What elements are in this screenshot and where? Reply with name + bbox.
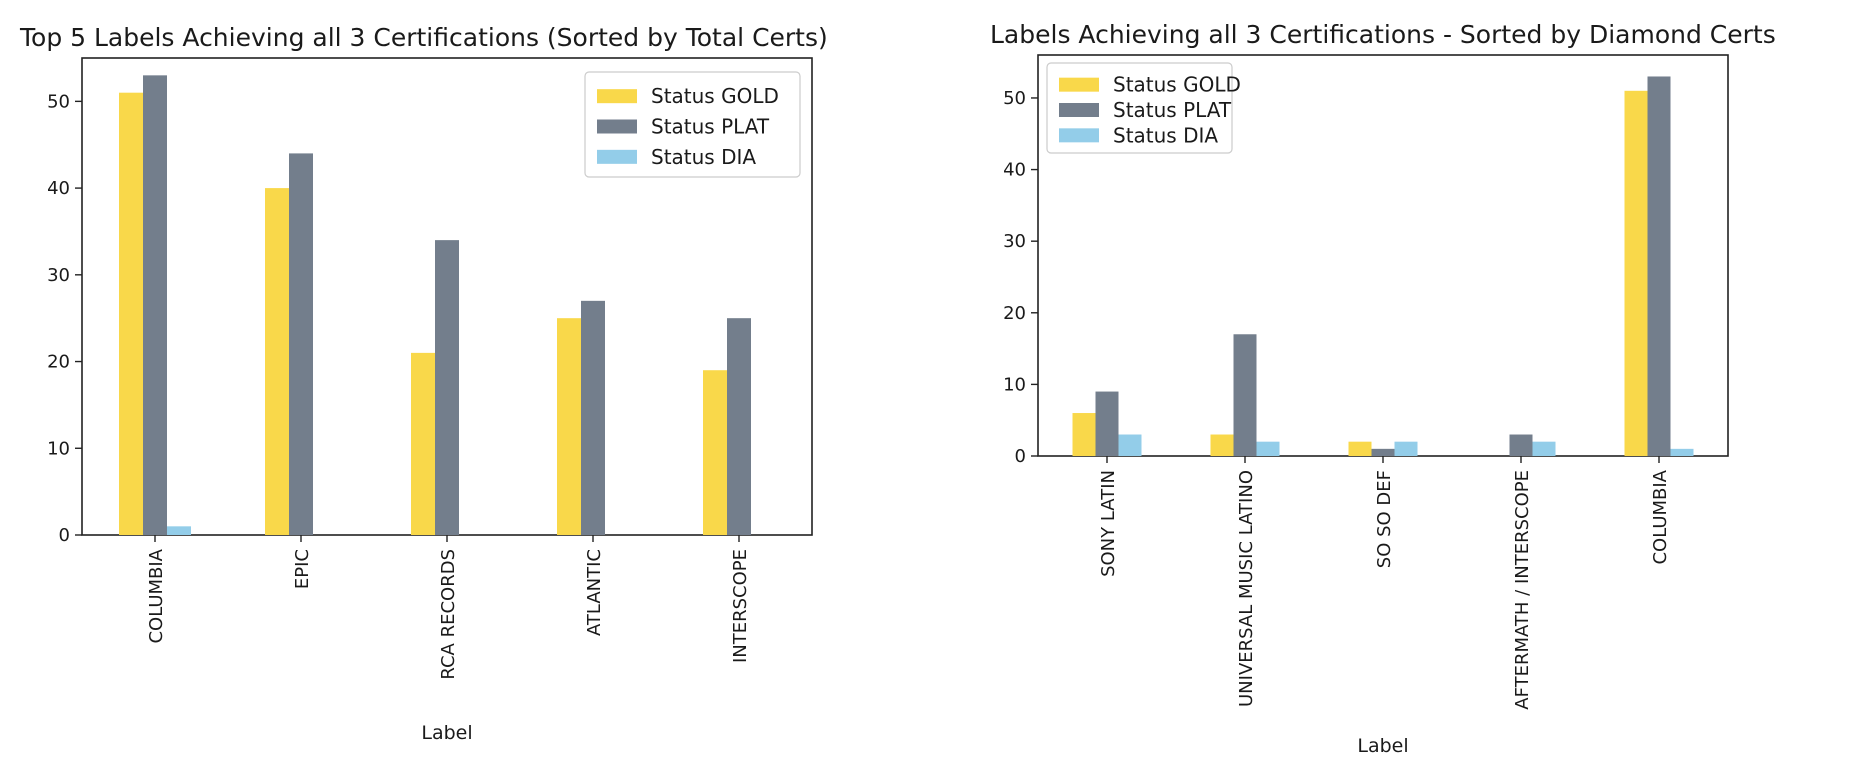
bar-status-gold-columbia (1624, 90, 1648, 456)
legend-label: Status GOLD (1113, 73, 1241, 97)
chart-title: Top 5 Labels Achieving all 3 Certificati… (19, 23, 828, 52)
legend-swatch (597, 89, 637, 104)
legend-label: Status DIA (1113, 123, 1218, 147)
legend-swatch (597, 149, 637, 164)
x-tick-label: SO SO DEF (1374, 470, 1395, 568)
bar-status-plat-so-so-def (1371, 448, 1395, 456)
legend: Status GOLD Status PLAT Status DIA (584, 71, 801, 178)
y-tick-label: 20 (47, 352, 70, 373)
legend-box (584, 71, 801, 178)
legend-label: Status PLAT (1113, 98, 1232, 122)
chart-title: Labels Achieving all 3 Certifications - … (990, 20, 1776, 49)
legend-swatch (1059, 77, 1099, 92)
y-tick-label: 30 (47, 265, 70, 286)
bar-status-plat-aftermath-interscope (1509, 434, 1533, 456)
bar-status-plat-interscope (727, 318, 751, 535)
bar-status-gold-columbia (119, 92, 143, 535)
y-tick-label: 40 (1003, 160, 1026, 181)
legend-label: Status DIA (651, 145, 756, 169)
y-tick-label: 40 (47, 178, 70, 199)
legend-label: Status PLAT (651, 115, 770, 139)
y-tick-label: 50 (47, 91, 70, 112)
y-tick-label: 10 (47, 438, 70, 459)
y-tick-label: 0 (59, 525, 70, 546)
legend-swatch (597, 119, 637, 134)
bar-status-plat-epic (289, 153, 313, 535)
y-tick-label: 50 (1003, 88, 1026, 109)
x-tick-label: COLUMBIA (146, 548, 167, 643)
bar-status-plat-rca-records (435, 240, 459, 536)
legend-swatch (1059, 128, 1099, 143)
x-tick-label: AFTERMATH / INTERSCOPE (1512, 470, 1533, 710)
bar-status-dia-so-so-def (1394, 441, 1418, 456)
y-tick-label: 10 (1003, 374, 1026, 395)
bar-status-gold-universal-music-latino (1210, 434, 1234, 456)
x-tick-label: RCA RECORDS (438, 549, 459, 680)
x-tick-label: UNIVERSAL MUSIC LATINO (1236, 470, 1257, 707)
x-axis-label: Label (421, 722, 472, 744)
bar-status-dia-columbia (167, 526, 191, 535)
y-tick-label: 20 (1003, 303, 1026, 324)
bar-status-plat-columbia (143, 75, 167, 535)
bar-status-dia-aftermath-interscope (1532, 441, 1556, 456)
bar-status-gold-epic (265, 188, 289, 535)
bar-status-dia-universal-music-latino (1256, 441, 1280, 456)
x-tick-label: EPIC (292, 549, 313, 589)
x-axis-label: Label (1357, 735, 1408, 757)
chart-1: Top 5 Labels Achieving all 3 Certificati… (19, 23, 828, 744)
x-tick-label: COLUMBIA (1650, 469, 1671, 564)
bar-status-gold-so-so-def (1348, 441, 1372, 456)
bar-status-plat-atlantic (581, 300, 605, 535)
x-tick-label: ATLANTIC (584, 549, 605, 636)
y-tick-label: 0 (1015, 446, 1026, 467)
bar-status-plat-sony-latin (1095, 391, 1119, 456)
bar-status-plat-columbia (1647, 76, 1671, 456)
bar-status-dia-sony-latin (1118, 434, 1142, 456)
bar-status-gold-atlantic (557, 318, 581, 535)
bar-status-gold-interscope (703, 370, 727, 535)
x-tick-label: SONY LATIN (1098, 470, 1119, 577)
bar-status-plat-universal-music-latino (1233, 334, 1257, 456)
x-tick-label: INTERSCOPE (730, 549, 751, 663)
bar-status-gold-rca-records (411, 352, 435, 535)
chart-2: Labels Achieving all 3 Certifications - … (990, 20, 1776, 757)
y-tick-label: 30 (1003, 231, 1026, 252)
legend-label: Status GOLD (651, 84, 779, 108)
bar-status-gold-sony-latin (1072, 413, 1096, 456)
legend-swatch (1059, 103, 1099, 117)
bar-status-dia-columbia (1670, 448, 1694, 456)
